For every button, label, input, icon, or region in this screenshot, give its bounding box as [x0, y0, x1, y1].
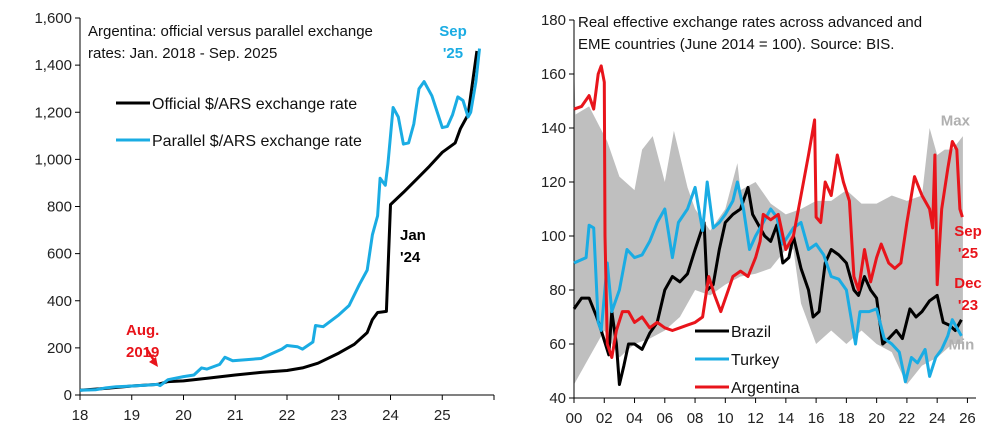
y-tick-label: 200 — [47, 340, 72, 357]
y-tick-label: 100 — [541, 228, 566, 245]
y-tick-label: 1,600 — [34, 10, 72, 27]
x-tick-label: 12 — [747, 410, 764, 427]
annotation-arrowhead — [149, 357, 158, 367]
series-line-official-ars-exchange-rate — [79, 50, 479, 392]
annotation-label: '24 — [400, 249, 421, 266]
x-tick-label: 20 — [175, 407, 192, 424]
annotation-label: '23 — [958, 297, 978, 314]
y-tick-label: 1,200 — [34, 104, 72, 121]
x-tick-label: 16 — [808, 410, 825, 427]
x-tick-label: 19 — [123, 407, 140, 424]
legend-label: Argentina — [731, 380, 800, 397]
chart-title-line: EME countries (June 2014 = 100). Source:… — [578, 36, 894, 53]
series-line-brazil — [572, 185, 963, 386]
y-tick-label: 400 — [47, 293, 72, 310]
y-tick-label: 60 — [549, 336, 566, 353]
min-max-band — [574, 63, 963, 385]
series-line-argentina — [573, 64, 964, 359]
y-tick-label: 40 — [549, 390, 566, 407]
annotation-label: Jan — [400, 227, 426, 244]
legend-label: Official $/ARS exchange rate — [152, 96, 357, 113]
y-tick-label: 160 — [541, 66, 566, 83]
series-line-parallel-ars-exchange-rate — [79, 48, 481, 392]
x-tick-label: 00 — [566, 410, 583, 427]
x-tick-label: 10 — [717, 410, 734, 427]
y-tick-label: 180 — [541, 12, 566, 29]
x-tick-label: 08 — [687, 410, 704, 427]
y-tick-label: 1,400 — [34, 57, 72, 74]
annotation-label: '25 — [443, 45, 463, 62]
x-tick-label: 24 — [382, 407, 399, 424]
x-tick-label: 22 — [899, 410, 916, 427]
argentina-exchange-rate-chart: 0 200 400 600 800 1,000 1,200 1,400 1,600 18 19 20 2… — [34, 10, 495, 424]
x-tick-label: 18 — [72, 407, 89, 424]
y-tick-label: 80 — [549, 282, 566, 299]
reer-chart: Max Min 40 60 80 100 120 140 160 180 00 02 04 06 08 10 1… — [541, 12, 982, 427]
annotation-label: Dec — [954, 275, 982, 292]
x-tick-label: 04 — [626, 410, 643, 427]
y-tick-label: 800 — [47, 199, 72, 216]
legend-label: Brazil — [731, 324, 771, 341]
band-max-label: Max — [941, 112, 971, 129]
legend-label: Parallel $/ARS exchange rate — [152, 133, 362, 150]
x-tick-label: 06 — [656, 410, 673, 427]
x-tick-label: 21 — [227, 407, 244, 424]
annotation-label: Sep — [439, 23, 467, 40]
chart-title-line: rates: Jan. 2018 - Sep. 2025 — [88, 45, 277, 62]
y-tick-label: 1,000 — [34, 151, 72, 168]
y-tick-label: 140 — [541, 120, 566, 137]
legend-label: Turkey — [731, 352, 779, 369]
y-tick-label: 600 — [47, 246, 72, 263]
annotation-label: '25 — [958, 245, 978, 262]
y-tick-label: 0 — [64, 387, 72, 404]
x-tick-label: 02 — [596, 410, 613, 427]
x-tick-label: 18 — [838, 410, 855, 427]
x-tick-label: 25 — [434, 407, 451, 424]
x-tick-label: 20 — [868, 410, 885, 427]
x-tick-label: 24 — [929, 410, 946, 427]
chart-title-line: Argentina: official versus parallel exch… — [88, 23, 373, 40]
band-min-label: Min — [948, 336, 974, 353]
x-tick-label: 26 — [959, 410, 976, 427]
x-tick-label: 23 — [330, 407, 347, 424]
y-tick-label: 120 — [541, 174, 566, 191]
chart-title-line: Real effective exchange rates across adv… — [578, 14, 922, 31]
annotation-label: Aug. — [126, 322, 159, 339]
x-tick-label: 14 — [778, 410, 795, 427]
x-tick-label: 22 — [279, 407, 296, 424]
annotation-label: Sep — [954, 223, 982, 240]
